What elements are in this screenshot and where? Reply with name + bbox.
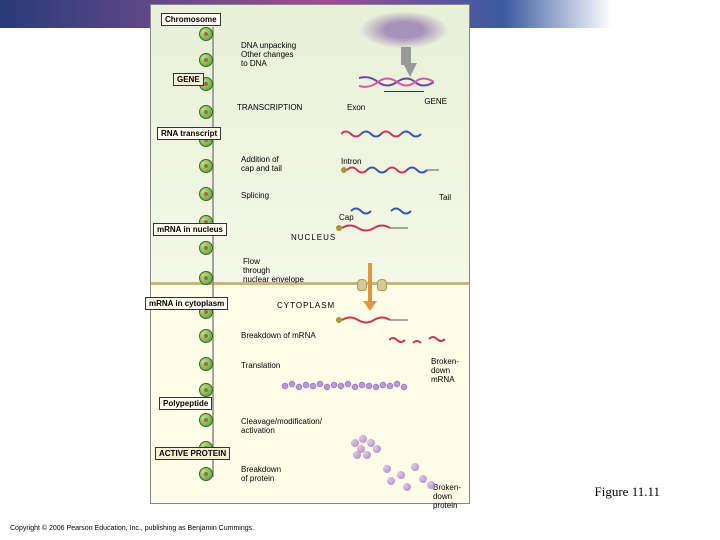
nucleosome-icon (199, 187, 213, 201)
label-gene: GENE (173, 73, 204, 86)
nucleosome-icon (199, 241, 213, 255)
nucleosome-icon (199, 357, 213, 371)
nucleosome-icon (199, 413, 213, 427)
nucleosome-icon (199, 27, 213, 41)
rna-broken-fragments (389, 335, 449, 347)
nucleosome-icon (199, 53, 213, 67)
nuclear-pore-right (377, 279, 387, 291)
nucleosome-icon (199, 467, 213, 481)
step-cap-tail: Addition of cap and tail (241, 155, 282, 173)
label-mrna-cytoplasm: mRNA in cytoplasm (145, 297, 228, 310)
label-chromosome: Chromosome (161, 13, 221, 26)
copyright-text: Copyright © 2006 Pearson Education, Inc.… (10, 525, 254, 532)
rna-mrna-cytoplasm (336, 315, 416, 325)
nuclear-pore-left (357, 279, 367, 291)
arrow-export (368, 263, 372, 303)
nucleosome-icon (199, 105, 213, 119)
label-polypeptide: Polypeptide (159, 397, 212, 410)
rna-mrna-nucleus (336, 223, 436, 233)
rna-spliced-intron-out (341, 201, 441, 215)
step-exon: Exon (347, 103, 365, 112)
step-gene2: GENE (424, 97, 447, 106)
step-transcription: TRANSCRIPTION (237, 103, 302, 112)
step-cleavage: Cleavage/modification/ activation (241, 417, 322, 435)
rna-capped (341, 165, 441, 175)
step-nucleus: NUCLEUS (291, 233, 336, 242)
step-cytoplasm: CYTOPLASM (277, 301, 335, 310)
nucleosome-icon (199, 159, 213, 173)
active-protein-cluster (351, 435, 391, 463)
step-flow: Flow through nuclear envelope (243, 257, 304, 284)
nucleosome-icon (199, 329, 213, 343)
label-active-protein: ACTIVE PROTEIN (155, 447, 230, 460)
gene-underline (384, 91, 424, 92)
label-rna-transcript: RNA transcript (157, 127, 221, 140)
step-breakdown-mrna: Breakdown of mRNA (241, 331, 316, 340)
label-mrna-nucleus: mRNA in nucleus (153, 223, 227, 236)
nucleosome-icon (199, 271, 213, 285)
figure-caption: Figure 11.11 (595, 484, 660, 500)
arrow-export-head (363, 301, 377, 311)
step-unpacking: DNA unpacking Other changes to DNA (241, 41, 296, 68)
step-broken-mrna: Broken- down mRNA (431, 357, 459, 384)
chromatin-cloud (359, 11, 449, 49)
polypeptide-chain (281, 379, 431, 391)
rna-exon-intron (341, 129, 431, 139)
broken-protein-scatter (379, 463, 439, 493)
nucleosome-icon (199, 383, 213, 397)
step-translation: Translation (241, 361, 280, 370)
step-splicing: Splicing (241, 191, 269, 200)
step-breakdown-protein: Breakdown of protein (241, 465, 281, 483)
diagram-frame: Chromosome GENE RNA transcript mRNA in n… (150, 4, 470, 504)
dna-helix (359, 75, 434, 89)
